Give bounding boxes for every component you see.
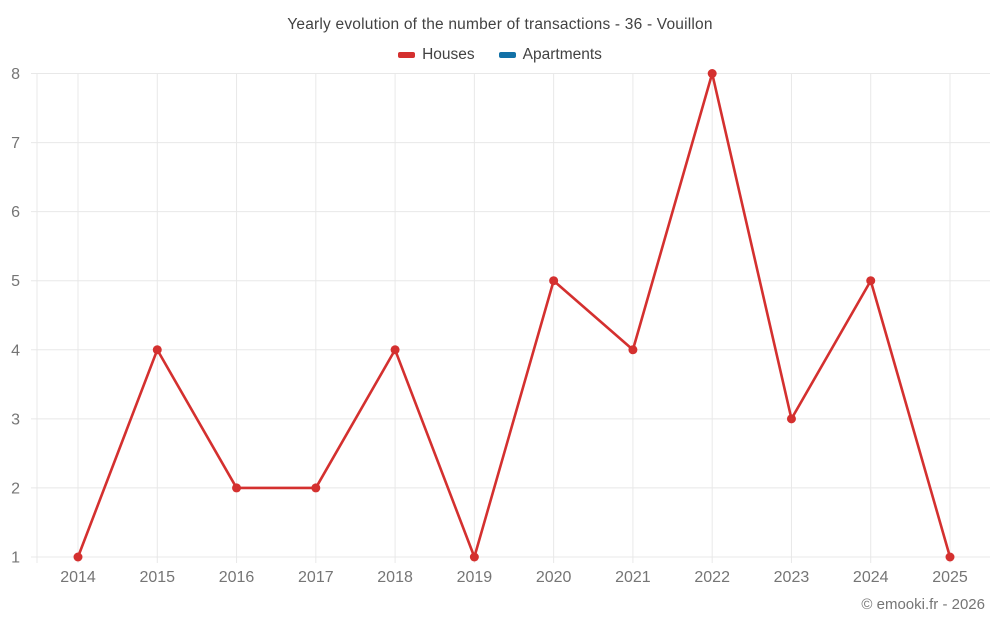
data-point[interactable] <box>628 345 638 355</box>
x-axis-label: 2025 <box>932 569 968 586</box>
data-point[interactable] <box>786 414 796 424</box>
data-point[interactable] <box>866 276 876 286</box>
houses-line <box>76 72 952 559</box>
y-axis-label: 3 <box>11 411 20 428</box>
x-axis-label: 2015 <box>139 569 175 586</box>
copyright-watermark: © emooki.fr - 2026 <box>861 596 985 613</box>
x-axis-label: 2022 <box>694 569 730 586</box>
apartments-legend-label: Apartments <box>522 46 602 63</box>
houses-legend-swatch-icon <box>398 52 416 58</box>
data-point[interactable] <box>232 483 242 493</box>
chart-title: Yearly evolution of the number of transa… <box>287 16 713 33</box>
x-axis-label: 2019 <box>457 569 493 586</box>
houses-legend-label: Houses <box>422 46 475 63</box>
y-axis-label: 8 <box>11 66 20 83</box>
y-axis-label: 1 <box>11 550 20 567</box>
legend: Houses Apartments <box>0 46 1000 64</box>
y-axis-label: 2 <box>11 480 20 497</box>
x-axis-label: 2024 <box>853 569 889 586</box>
y-axis-label: 7 <box>11 135 20 152</box>
x-axis-label: 2021 <box>615 569 651 586</box>
x-axis-label: 2023 <box>774 569 810 586</box>
data-point[interactable] <box>311 483 321 493</box>
data-point[interactable] <box>469 552 479 562</box>
data-point[interactable] <box>73 552 83 562</box>
data-point[interactable] <box>549 276 559 286</box>
x-axis-label: 2020 <box>536 569 572 586</box>
legend-item-houses[interactable]: Houses <box>398 46 475 64</box>
data-point[interactable] <box>945 552 955 562</box>
data-point[interactable] <box>390 345 400 355</box>
x-axis-label: 2016 <box>219 569 255 586</box>
y-axis-label: 5 <box>11 273 20 290</box>
legend-item-apartments[interactable]: Apartments <box>498 46 602 64</box>
data-point[interactable] <box>707 69 717 78</box>
data-point[interactable] <box>152 345 162 355</box>
x-axis-label: 2017 <box>298 569 334 586</box>
apartments-legend-swatch-icon <box>498 52 516 58</box>
x-axis-label: 2014 <box>60 569 96 586</box>
y-axis-label: 6 <box>11 204 20 221</box>
x-axis-label: 2018 <box>377 569 413 586</box>
y-axis-label: 4 <box>11 342 20 359</box>
